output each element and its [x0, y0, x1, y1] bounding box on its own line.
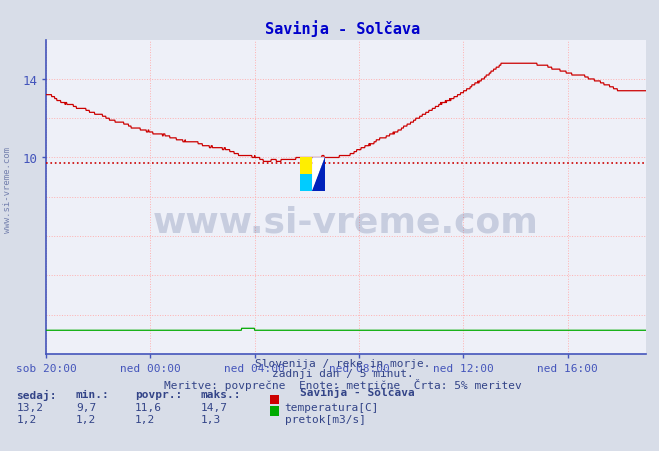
- Polygon shape: [312, 158, 325, 192]
- Text: 13,2: 13,2: [16, 402, 43, 412]
- Text: 1,2: 1,2: [76, 414, 96, 424]
- Text: Savinja - Solčava: Savinja - Solčava: [300, 387, 415, 397]
- Text: 1,3: 1,3: [201, 414, 221, 424]
- Text: Meritve: povprečne  Enote: metrične  Črta: 5% meritev: Meritve: povprečne Enote: metrične Črta:…: [164, 378, 521, 391]
- Text: sedaj:: sedaj:: [16, 389, 57, 400]
- Text: temperatura[C]: temperatura[C]: [285, 402, 379, 412]
- Bar: [300, 175, 312, 192]
- Text: pretok[m3/s]: pretok[m3/s]: [285, 414, 366, 424]
- Text: www.si-vreme.com: www.si-vreme.com: [3, 147, 13, 232]
- Bar: [300, 158, 312, 175]
- Text: 1,2: 1,2: [135, 414, 156, 424]
- Text: 9,7: 9,7: [76, 402, 96, 412]
- Text: povpr.:: povpr.:: [135, 389, 183, 399]
- Text: 14,7: 14,7: [201, 402, 228, 412]
- Text: 11,6: 11,6: [135, 402, 162, 412]
- Text: Slovenija / reke in morje.: Slovenija / reke in morje.: [255, 359, 430, 368]
- Polygon shape: [312, 158, 325, 192]
- Polygon shape: [312, 158, 325, 192]
- Text: 1,2: 1,2: [16, 414, 37, 424]
- Text: zadnji dan / 5 minut.: zadnji dan / 5 minut.: [272, 368, 414, 378]
- Text: min.:: min.:: [76, 389, 109, 399]
- Text: www.si-vreme.com: www.si-vreme.com: [153, 205, 539, 239]
- Text: Savinja - Solčava: Savinja - Solčava: [265, 20, 420, 37]
- Text: maks.:: maks.:: [201, 389, 241, 399]
